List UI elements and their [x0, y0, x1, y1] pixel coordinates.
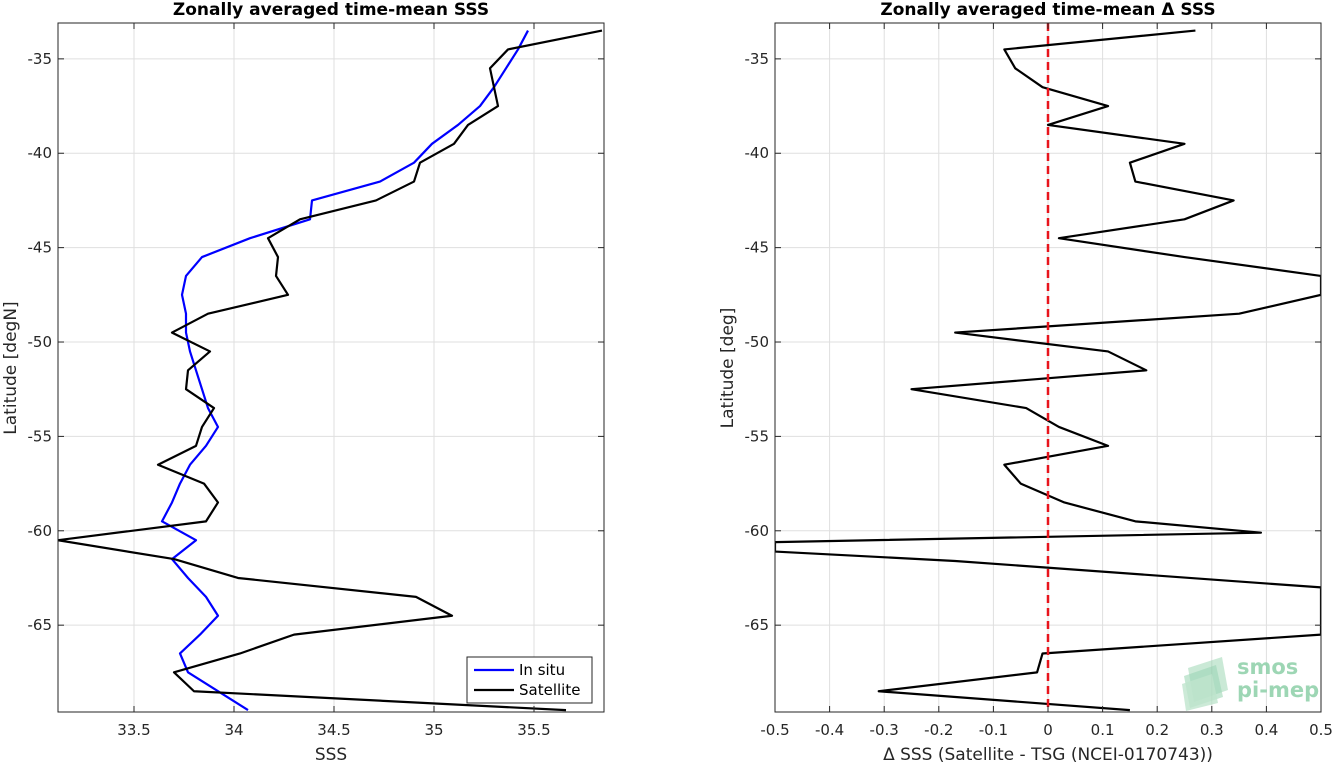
logo-line-2: pi-mep [1237, 678, 1319, 702]
left-x-tick-label: 33.5 [117, 721, 150, 739]
right-chart: -0.5 -0.4 -0.3 -0.2 -0.1 0 0.1 0.2 0.3 0.4 0.5 -65 -… [718, 0, 1333, 764]
right-y-tick-label: -45 [745, 239, 770, 257]
logo-emblem-icon [1182, 657, 1228, 711]
left-series-line-satellite [58, 29, 603, 712]
right-y-tick-label: -35 [745, 50, 770, 68]
right-y-tick-label: -60 [745, 522, 770, 540]
legend-label-in-situ: In situ [519, 661, 565, 679]
left-series-line-in-situ [160, 30, 529, 712]
left-y-tick-label: -60 [28, 522, 53, 540]
left-y-axis-label: Latitude [degN] [1, 301, 21, 434]
left-x-axis-label: SSS [315, 745, 347, 764]
legend-box [466, 656, 593, 704]
left-y-tick-label: -55 [28, 427, 53, 445]
right-y-tick-label: -65 [745, 616, 770, 634]
left-y-tick-label: -45 [28, 239, 53, 257]
right-x-tick-label: 0 [1043, 721, 1053, 739]
left-x-tick-label: 35 [424, 721, 443, 739]
left-y-tick-label: -50 [28, 333, 53, 351]
right-series-line-series-0 [775, 29, 1321, 712]
right-y-tick-label: -50 [745, 333, 770, 351]
left-x-tick-label: 35.5 [517, 721, 550, 739]
right-x-tick-label: -0.5 [760, 721, 789, 739]
right-x-tick-label: -0.4 [815, 721, 844, 739]
left-y-tick-label: -40 [28, 144, 53, 162]
left-x-tick-label: 34.5 [317, 721, 350, 739]
right-x-tick-label: -0.1 [979, 721, 1008, 739]
right-chart-title: Zonally averaged time-mean Δ SSS [880, 0, 1215, 20]
left-y-tick-label: -35 [28, 50, 53, 68]
right-x-tick-label: 0.1 [1091, 721, 1115, 739]
left-grid [58, 23, 604, 712]
right-x-tick-label: 0.5 [1309, 721, 1333, 739]
right-x-tick-label: 0.3 [1200, 721, 1224, 739]
logo-line-1: smos [1237, 655, 1298, 679]
left-chart-title: Zonally averaged time-mean SSS [173, 0, 489, 20]
right-x-axis-label: Δ SSS (Satellite - TSG (NCEI-0170743)) [883, 745, 1213, 764]
right-x-tick-label: 0.2 [1145, 721, 1169, 739]
left-plot-frame [57, 22, 605, 713]
left-x-tick-label: 34 [224, 721, 243, 739]
right-x-tick-label: -0.2 [924, 721, 953, 739]
left-ticks: 33.5 34 34.5 35 35.5 -65 -60 -55 -50 -45 -40 -35 [28, 23, 604, 739]
right-x-tick-label: 0.4 [1254, 721, 1278, 739]
right-ticks: -0.5 -0.4 -0.3 -0.2 -0.1 0 0.1 0.2 0.3 0.4 0.5 -65 -… [745, 23, 1333, 739]
legend-label-satellite: Satellite [519, 681, 580, 699]
right-series-group [775, 23, 1321, 712]
left-series-group [58, 29, 603, 712]
right-y-tick-label: -55 [745, 427, 770, 445]
legend: In situ Satellite [466, 656, 593, 704]
right-y-tick-label: -40 [745, 144, 770, 162]
smos-pi-mep-logo: smos pi-mep [1182, 655, 1319, 711]
right-y-axis-label: Latitude [deg] [718, 308, 738, 429]
right-x-tick-label: -0.3 [870, 721, 899, 739]
left-chart: 33.5 34 34.5 35 35.5 -65 -60 -55 -50 -45 -40 -35 Zo… [1, 0, 605, 764]
left-y-tick-label: -65 [28, 616, 53, 634]
